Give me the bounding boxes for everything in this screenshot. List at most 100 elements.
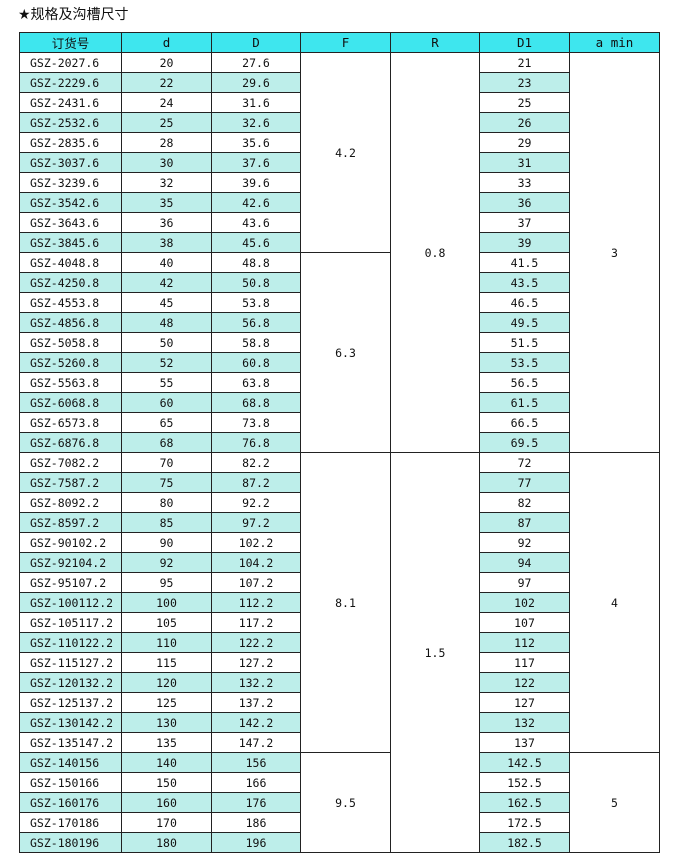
order-no-cell: GSZ-4856.8 xyxy=(19,312,122,333)
D-cell: 45.6 xyxy=(211,232,301,253)
d-cell: 65 xyxy=(121,412,212,433)
order-no-cell: GSZ-92104.2 xyxy=(19,552,122,573)
order-no-cell: GSZ-100112.2 xyxy=(19,592,122,613)
header-D: D xyxy=(211,32,301,53)
order-no-cell: GSZ-3643.6 xyxy=(19,212,122,233)
D1-cell: 112 xyxy=(479,632,570,653)
header-a-min: a min xyxy=(569,32,660,53)
D1-cell: 107 xyxy=(479,612,570,633)
order-no-cell: GSZ-120132.2 xyxy=(19,672,122,693)
D-cell: 92.2 xyxy=(211,492,301,513)
order-no-cell: GSZ-140156 xyxy=(19,752,122,773)
D-cell: 132.2 xyxy=(211,672,301,693)
order-no-cell: GSZ-8092.2 xyxy=(19,492,122,513)
header-row: 订货号 d D F R D1 a min xyxy=(19,32,660,53)
D1-cell: 127 xyxy=(479,692,570,713)
D1-cell: 61.5 xyxy=(479,392,570,413)
header-R: R xyxy=(390,32,480,53)
D-cell: 127.2 xyxy=(211,652,301,673)
d-cell: 30 xyxy=(121,152,212,173)
D1-cell: 46.5 xyxy=(479,292,570,313)
d-cell: 32 xyxy=(121,172,212,193)
order-no-cell: GSZ-135147.2 xyxy=(19,732,122,753)
order-no-cell: GSZ-2229.6 xyxy=(19,72,122,93)
F-cell: 9.5 xyxy=(300,752,391,853)
D-cell: 87.2 xyxy=(211,472,301,493)
order-no-cell: GSZ-110122.2 xyxy=(19,632,122,653)
D1-cell: 21 xyxy=(479,52,570,73)
D1-cell: 31 xyxy=(479,152,570,173)
table-row: GSZ-120132.2 120 132.2 122 xyxy=(19,672,660,693)
order-no-cell: GSZ-2532.6 xyxy=(19,112,122,133)
D-cell: 104.2 xyxy=(211,552,301,573)
table-row: GSZ-8597.2 85 97.2 87 xyxy=(19,512,660,533)
d-cell: 40 xyxy=(121,252,212,273)
D-cell: 42.6 xyxy=(211,192,301,213)
D1-cell: 69.5 xyxy=(479,432,570,453)
order-no-cell: GSZ-130142.2 xyxy=(19,712,122,733)
d-cell: 52 xyxy=(121,352,212,373)
d-cell: 45 xyxy=(121,292,212,313)
table-row: GSZ-150166 150 166 152.5 xyxy=(19,772,660,793)
D1-cell: 82 xyxy=(479,492,570,513)
d-cell: 20 xyxy=(121,52,212,73)
a-min-cell: 4 xyxy=(569,452,660,753)
d-cell: 38 xyxy=(121,232,212,253)
table-row: GSZ-2229.6 22 29.6 23 xyxy=(19,72,660,93)
D1-cell: 142.5 xyxy=(479,752,570,773)
table-row: GSZ-2532.6 25 32.6 26 xyxy=(19,112,660,133)
D1-cell: 39 xyxy=(479,232,570,253)
R-cell: 1.5 xyxy=(390,452,480,853)
order-no-cell: GSZ-6573.8 xyxy=(19,412,122,433)
D-cell: 27.6 xyxy=(211,52,301,73)
D-cell: 60.8 xyxy=(211,352,301,373)
header-F: F xyxy=(300,32,391,53)
D-cell: 137.2 xyxy=(211,692,301,713)
d-cell: 50 xyxy=(121,332,212,353)
order-no-cell: GSZ-7082.2 xyxy=(19,452,122,473)
d-cell: 85 xyxy=(121,512,212,533)
D-cell: 97.2 xyxy=(211,512,301,533)
D1-cell: 26 xyxy=(479,112,570,133)
order-no-cell: GSZ-160176 xyxy=(19,792,122,813)
D-cell: 39.6 xyxy=(211,172,301,193)
D1-cell: 66.5 xyxy=(479,412,570,433)
d-cell: 25 xyxy=(121,112,212,133)
order-no-cell: GSZ-2835.6 xyxy=(19,132,122,153)
d-cell: 120 xyxy=(121,672,212,693)
d-cell: 110 xyxy=(121,632,212,653)
d-cell: 140 xyxy=(121,752,212,773)
header-D1: D1 xyxy=(479,32,570,53)
a-min-cell: 5 xyxy=(569,752,660,853)
D1-cell: 49.5 xyxy=(479,312,570,333)
D-cell: 176 xyxy=(211,792,301,813)
d-cell: 115 xyxy=(121,652,212,673)
d-cell: 160 xyxy=(121,792,212,813)
order-no-cell: GSZ-8597.2 xyxy=(19,512,122,533)
order-no-cell: GSZ-4553.8 xyxy=(19,292,122,313)
order-no-cell: GSZ-105117.2 xyxy=(19,612,122,633)
D-cell: 63.8 xyxy=(211,372,301,393)
d-cell: 48 xyxy=(121,312,212,333)
F-cell: 6.3 xyxy=(300,252,391,453)
D1-cell: 43.5 xyxy=(479,272,570,293)
table-row: GSZ-180196 180 196 182.5 xyxy=(19,832,660,853)
d-cell: 70 xyxy=(121,452,212,473)
D-cell: 122.2 xyxy=(211,632,301,653)
order-no-cell: GSZ-4048.8 xyxy=(19,252,122,273)
d-cell: 22 xyxy=(121,72,212,93)
d-cell: 150 xyxy=(121,772,212,793)
d-cell: 36 xyxy=(121,212,212,233)
d-cell: 60 xyxy=(121,392,212,413)
order-no-cell: GSZ-2431.6 xyxy=(19,92,122,113)
D1-cell: 25 xyxy=(479,92,570,113)
D-cell: 117.2 xyxy=(211,612,301,633)
d-cell: 95 xyxy=(121,572,212,593)
D-cell: 102.2 xyxy=(211,532,301,553)
order-no-cell: GSZ-6068.8 xyxy=(19,392,122,413)
table-row: GSZ-135147.2 135 147.2 137 xyxy=(19,732,660,753)
d-cell: 28 xyxy=(121,132,212,153)
table-row: GSZ-100112.2 100 112.2 102 xyxy=(19,592,660,613)
D1-cell: 132 xyxy=(479,712,570,733)
d-cell: 90 xyxy=(121,532,212,553)
